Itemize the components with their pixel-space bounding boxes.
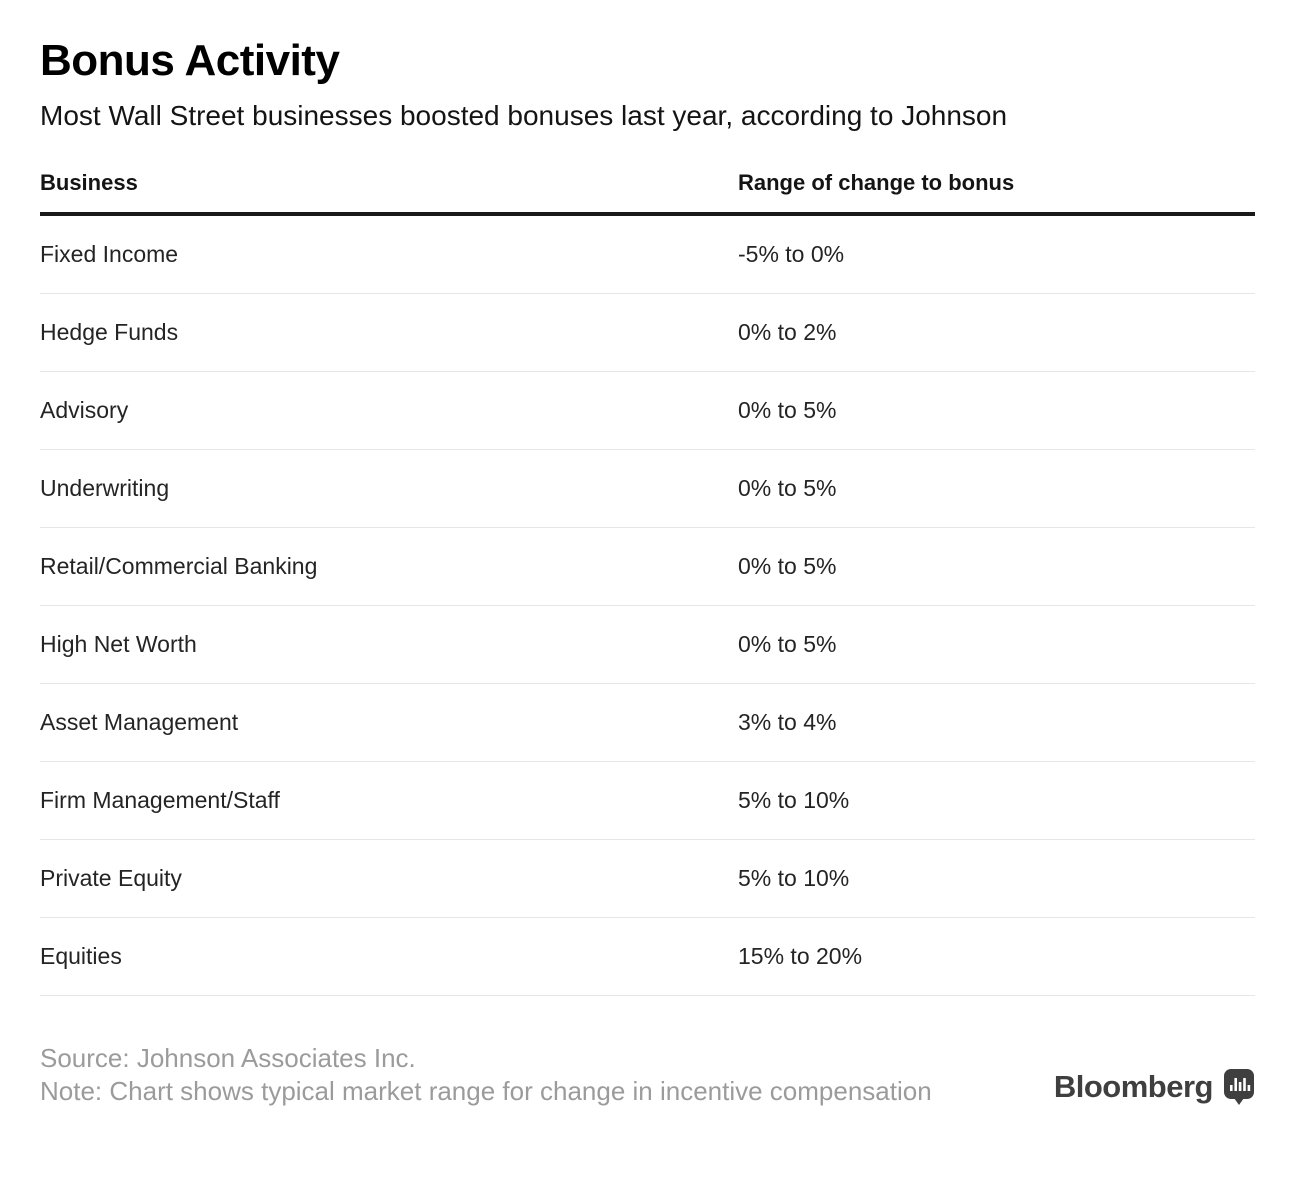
range-cell: 5% to 10% <box>738 865 850 891</box>
range-cell: 5% to 10% <box>738 787 850 813</box>
bar-chart-bubble-icon <box>1224 1069 1254 1105</box>
business-cell: Retail/Commercial Banking <box>40 553 318 579</box>
column-header-business: Business <box>40 170 138 195</box>
range-cell: 0% to 2% <box>738 319 837 345</box>
bloomberg-wordmark: Bloomberg <box>1053 1069 1214 1104</box>
business-cell: Equities <box>40 943 122 969</box>
table-row: Fixed Income -5% to 0% <box>40 216 1255 294</box>
range-cell: 0% to 5% <box>738 397 837 423</box>
table-row: Underwriting 0% to 5% <box>40 450 1255 528</box>
table-row: Asset Management 3% to 4% <box>40 684 1255 762</box>
table-row: Retail/Commercial Banking 0% to 5% <box>40 528 1255 606</box>
table-row: Private Equity 5% to 10% <box>40 840 1255 918</box>
range-cell: -5% to 0% <box>738 241 845 267</box>
table-header-row: Business Range of change to bonus <box>40 170 1255 216</box>
range-cell: 0% to 5% <box>738 631 837 657</box>
chart-note: Note: Chart shows typical market range f… <box>40 1076 932 1106</box>
business-cell: Asset Management <box>40 709 239 735</box>
table-row: Advisory 0% to 5% <box>40 372 1255 450</box>
business-cell: Hedge Funds <box>40 319 179 345</box>
footer: Source: Johnson Associates Inc. Note: Ch… <box>40 1042 1255 1108</box>
table-row: High Net Worth 0% to 5% <box>40 606 1255 684</box>
footer-notes: Source: Johnson Associates Inc. Note: Ch… <box>40 1042 932 1108</box>
business-cell: Underwriting <box>40 475 170 501</box>
range-cell: 0% to 5% <box>738 475 837 501</box>
chart-container: Bonus Activity Most Wall Street business… <box>0 36 1296 1108</box>
table-row: Hedge Funds 0% to 2% <box>40 294 1255 372</box>
range-cell: 0% to 5% <box>738 553 837 579</box>
column-header-range: Range of change to bonus <box>738 170 1015 195</box>
table-body: Fixed Income -5% to 0% Hedge Funds 0% to… <box>40 216 1255 996</box>
bloomberg-logo: Bloomberg <box>1054 1068 1255 1108</box>
source-note: Source: Johnson Associates Inc. <box>40 1043 416 1073</box>
page-title: Bonus Activity <box>40 36 340 85</box>
business-cell: Firm Management/Staff <box>40 787 280 813</box>
business-cell: Advisory <box>40 397 129 423</box>
business-cell: Private Equity <box>40 865 182 891</box>
business-cell: Fixed Income <box>40 241 179 267</box>
table-row: Firm Management/Staff 5% to 10% <box>40 762 1255 840</box>
business-cell: High Net Worth <box>40 631 197 657</box>
range-cell: 15% to 20% <box>738 943 863 969</box>
table-row: Equities 15% to 20% <box>40 918 1255 996</box>
range-cell: 3% to 4% <box>738 709 837 735</box>
page-subtitle: Most Wall Street businesses boosted bonu… <box>40 100 1008 131</box>
